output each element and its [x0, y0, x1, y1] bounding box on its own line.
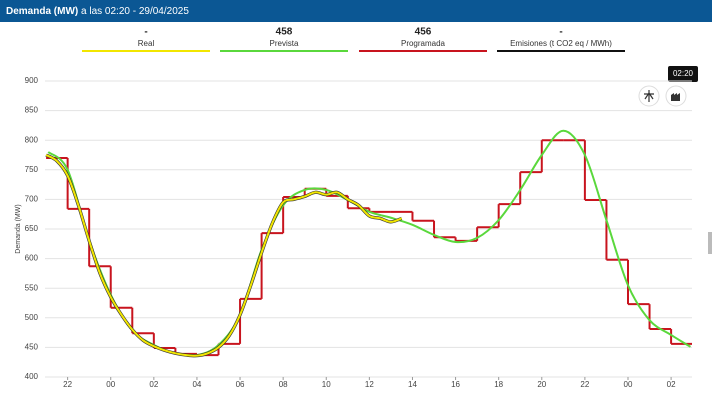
y-tick-label: 850 [25, 106, 39, 115]
series-line-shadow [45, 153, 403, 358]
x-tick-label: 06 [236, 380, 245, 389]
legend-value: - [559, 27, 562, 38]
legend-value: - [144, 27, 147, 38]
y-tick-label: 400 [25, 372, 39, 381]
x-tick-label: 22 [580, 380, 589, 389]
tower-icon [644, 90, 654, 102]
legend-label: Prevista [270, 39, 299, 48]
x-tick-label: 04 [192, 380, 201, 389]
y-tick-label: 550 [25, 283, 39, 292]
x-tick-label: 20 [537, 380, 546, 389]
legend-value: 458 [276, 27, 293, 38]
x-tick-label: 22 [63, 380, 72, 389]
x-tick-label: 08 [279, 380, 288, 389]
y-tick-label: 650 [25, 224, 39, 233]
x-tick-label: 02 [667, 380, 676, 389]
y-axis-label: Demanda (MW) [15, 204, 22, 253]
x-tick-label: 10 [322, 380, 331, 389]
x-tick-label: 02 [149, 380, 158, 389]
x-tick-label: 00 [624, 380, 633, 389]
cursor-tooltip [668, 66, 698, 82]
x-tick-label: 00 [106, 380, 115, 389]
x-tick-label: 18 [494, 380, 503, 389]
legend-value: 456 [415, 27, 432, 38]
y-tick-label: 500 [25, 313, 39, 322]
x-tick-label: 16 [451, 380, 460, 389]
x-tick-label: 12 [365, 380, 374, 389]
y-tick-label: 600 [25, 254, 39, 263]
factory-icon [671, 93, 680, 101]
y-tick-label: 800 [25, 135, 39, 144]
legend-label: Emisiones (t CO2 eq / MWh) [510, 39, 612, 48]
y-tick-label: 450 [25, 343, 39, 352]
header-text: Demanda (MW) a las 02:20 - 29/04/2025 [6, 6, 189, 17]
header-bar [0, 0, 712, 22]
legend-label: Programada [401, 39, 446, 48]
side-handle [708, 232, 712, 254]
header-title: Demanda (MW) [6, 6, 78, 17]
legend-label: Real [138, 39, 155, 48]
x-tick-label: 14 [408, 380, 417, 389]
series-line [47, 129, 692, 357]
y-tick-label: 900 [25, 76, 39, 85]
y-tick-label: 700 [25, 195, 39, 204]
series-line [45, 154, 403, 357]
cursor-label: 02:20 [673, 69, 694, 78]
y-tick-label: 750 [25, 165, 39, 174]
header-subtitle: a las 02:20 - 29/04/2025 [81, 6, 189, 17]
